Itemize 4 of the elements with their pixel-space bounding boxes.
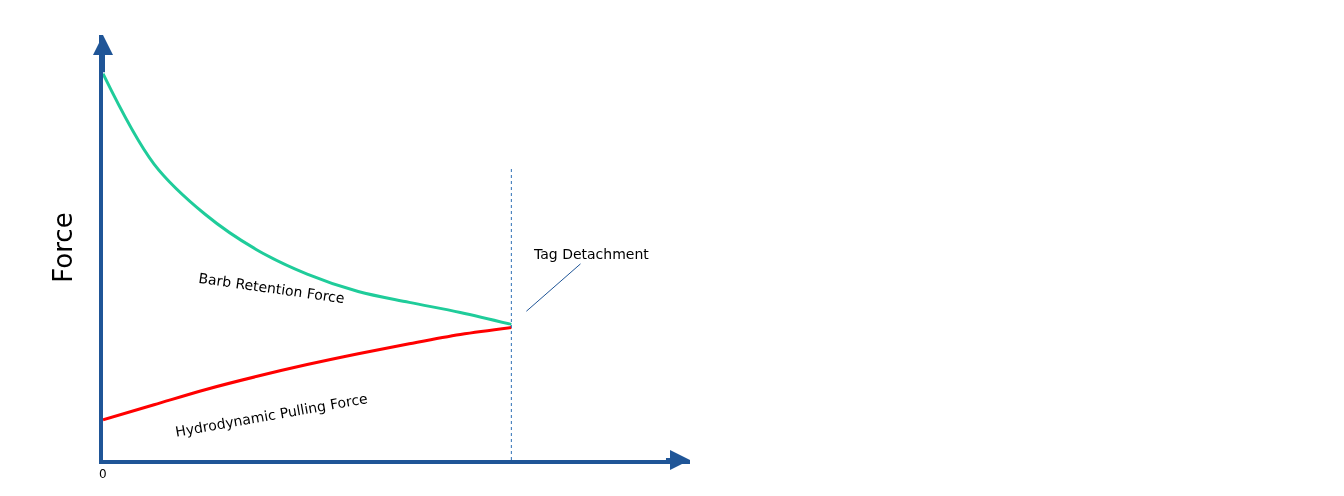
text: Barb Retention Force [197, 269, 346, 307]
annotation: Tag Detachment [533, 246, 650, 262]
y-axis-title: Force [47, 212, 78, 283]
text: 0 [99, 467, 107, 481]
